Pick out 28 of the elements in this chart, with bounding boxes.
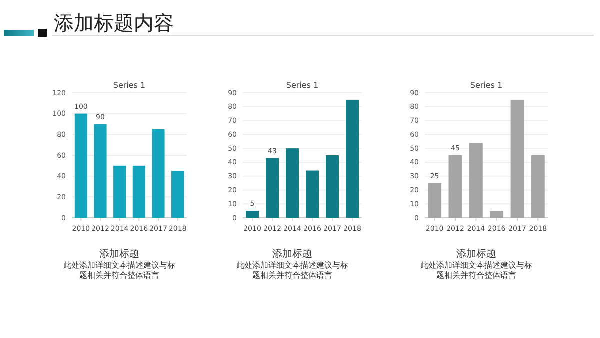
bar — [346, 100, 359, 218]
bar — [94, 124, 107, 218]
bar — [132, 166, 146, 218]
bar — [114, 166, 126, 218]
bar — [428, 183, 442, 218]
bar — [531, 156, 545, 218]
chart-title: Series 1 — [470, 81, 503, 90]
bar — [448, 156, 462, 218]
chart-title: Series 1 — [286, 81, 319, 90]
bar — [246, 211, 259, 218]
text: 此处添加详细文本描述建议与标题相关并符合整体语言 — [64, 261, 176, 280]
bar — [510, 100, 524, 218]
bar — [266, 158, 279, 218]
bar — [306, 170, 319, 218]
chart-title: Series 1 — [113, 81, 146, 90]
text: 此处添加详细文本描述建议与标题相关并符合整体语言 — [420, 261, 532, 280]
bar — [74, 114, 88, 218]
bar — [490, 211, 504, 218]
text: 添加标题 — [272, 248, 312, 260]
text: 添加标题 — [456, 248, 496, 260]
bar — [152, 129, 165, 218]
text: 添加标题内容 — [54, 11, 174, 35]
bar — [172, 171, 184, 218]
bar — [326, 156, 339, 218]
text: 此处添加详细文本描述建议与标题相关并符合整体语言 — [236, 261, 348, 280]
bar — [286, 148, 299, 218]
bar — [469, 143, 483, 218]
text: 添加标题 — [100, 248, 140, 260]
